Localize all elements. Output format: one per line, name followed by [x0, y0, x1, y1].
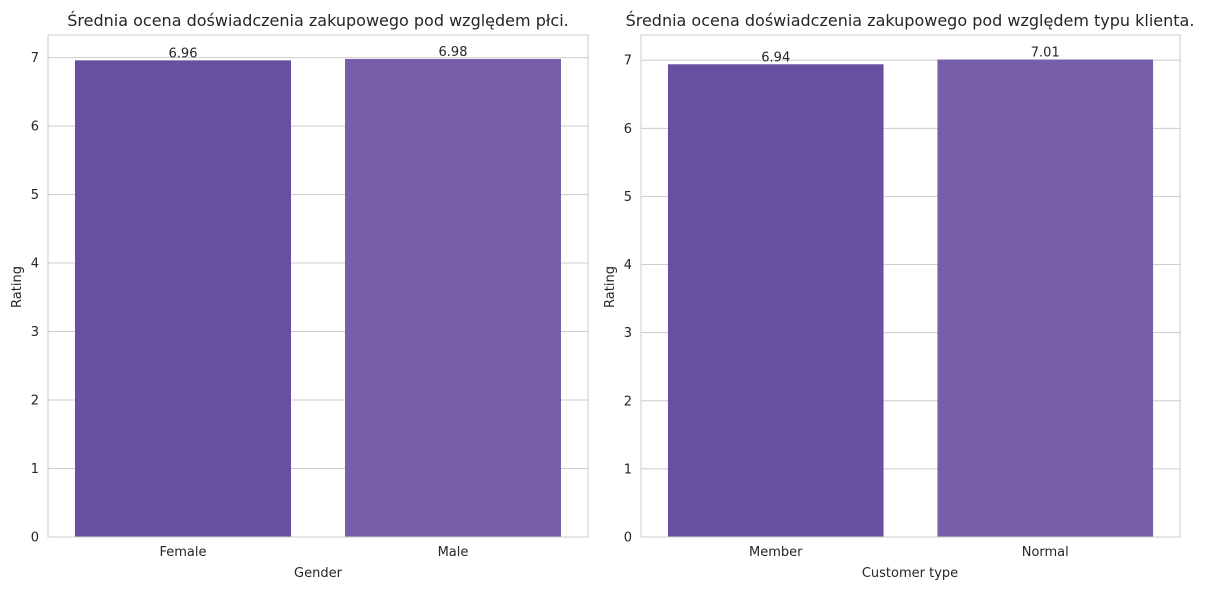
x-tick-label: Male: [438, 545, 469, 560]
y-tick-label: 1: [31, 462, 39, 477]
data-label: 6.94: [761, 50, 790, 65]
chart-panel-gender: Średnia ocena doświadczenia zakupowego p…: [10, 11, 589, 581]
value-labels: 6.94 7.01: [761, 46, 1059, 66]
bar: [937, 59, 1154, 538]
y-tick-label: 3: [624, 326, 632, 341]
y-tick-label: 5: [624, 190, 632, 205]
y-tick-label: 6: [624, 122, 632, 137]
tick-labels: 0 1 2 3 4 5 6 7 Member Normal: [624, 54, 1069, 560]
plot-frame: [640, 34, 1181, 538]
bar: [667, 64, 884, 538]
x-axis-label: Customer type: [862, 566, 958, 581]
y-tick-label: 3: [31, 325, 39, 340]
x-tick-label: Member: [749, 545, 803, 560]
y-tick-label: 4: [31, 257, 39, 272]
y-axis-label: Rating: [10, 266, 25, 308]
x-tick-label: Normal: [1022, 545, 1069, 560]
x-tick-label: Female: [159, 545, 206, 560]
y-tick-label: 1: [624, 462, 632, 477]
y-tick-label: 0: [624, 531, 632, 546]
x-axis-label: Gender: [294, 566, 343, 581]
value-labels: 6.96 6.98: [169, 45, 468, 61]
bar: [345, 58, 561, 538]
y-tick-label: 6: [31, 120, 39, 135]
data-label: 7.01: [1031, 46, 1060, 61]
bars: [75, 58, 561, 538]
y-tick-label: 0: [31, 531, 39, 546]
chart-panel-customer-type: Średnia ocena doświadczenia zakupowego p…: [603, 11, 1194, 581]
y-tick-label: 4: [624, 258, 632, 273]
bars: [667, 59, 1154, 538]
y-axis-label: Rating: [603, 266, 618, 308]
data-label: 6.98: [439, 45, 468, 60]
y-tick-label: 2: [31, 394, 39, 409]
y-tick-label: 5: [31, 188, 39, 203]
plot-frame: [47, 34, 589, 538]
chart-title: Średnia ocena doświadczenia zakupowego p…: [67, 11, 568, 30]
chart-title: Średnia ocena doświadczenia zakupowego p…: [626, 11, 1195, 30]
y-tick-label: 7: [624, 54, 632, 69]
data-label: 6.96: [169, 46, 198, 61]
bar: [75, 60, 291, 538]
y-tick-label: 7: [31, 51, 39, 66]
tick-labels: 0 1 2 3 4 5 6 7 Female Male: [31, 51, 469, 560]
y-tick-label: 2: [624, 394, 632, 409]
